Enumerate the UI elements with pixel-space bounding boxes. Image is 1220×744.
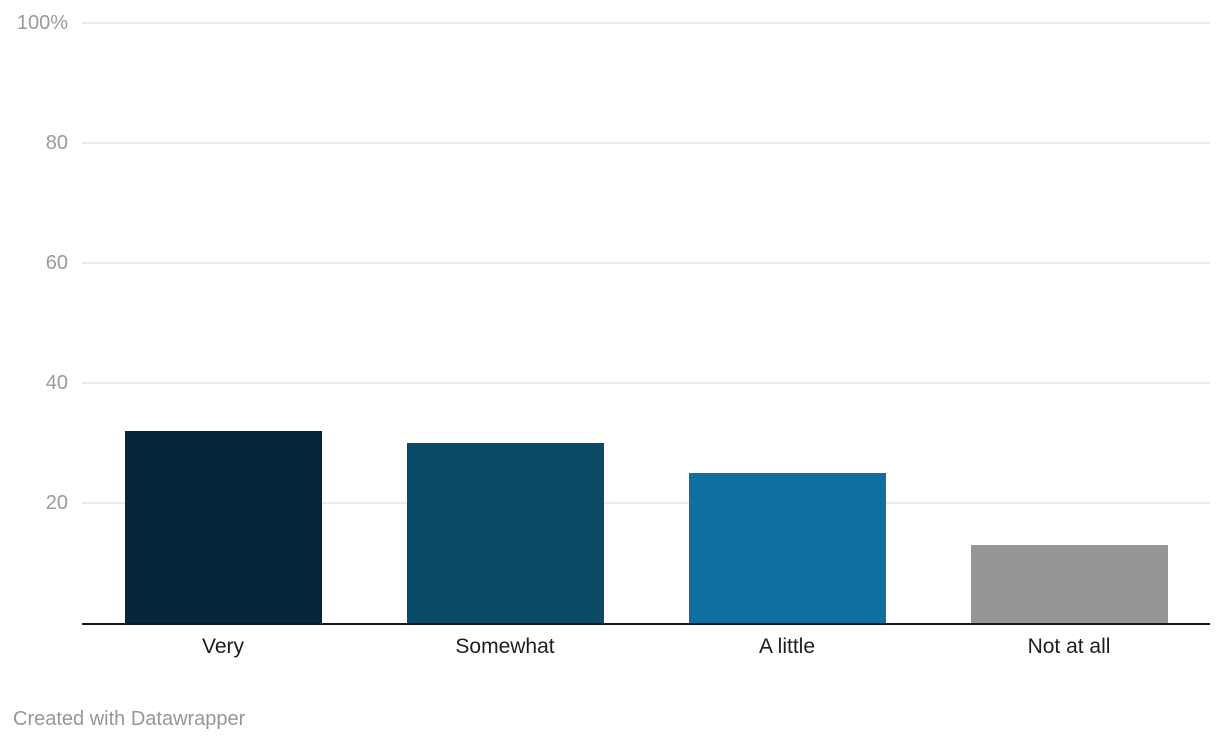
y-tick-label: 80	[45, 132, 68, 154]
gridline	[82, 382, 1210, 384]
bar-not-at-all	[970, 545, 1168, 623]
y-tick-label: 20	[45, 492, 68, 514]
x-tick-label: Somewhat	[455, 635, 555, 658]
bar-very	[124, 431, 322, 623]
plot-area	[82, 22, 1210, 625]
bar-somewhat	[406, 443, 604, 623]
y-tick-label: 40	[45, 372, 68, 394]
bar-a-little	[688, 473, 886, 623]
gridline	[82, 142, 1210, 144]
y-tick-label: 100%	[16, 12, 68, 34]
datawrapper-credit-link[interactable]: Created with Datawrapper	[13, 708, 246, 730]
gridline	[82, 22, 1210, 24]
x-tick-label: Very	[201, 635, 245, 658]
x-axis-line	[82, 622, 1210, 625]
x-tick-label: A little	[758, 635, 816, 658]
gridline	[82, 502, 1210, 504]
y-tick-label: 60	[45, 252, 68, 274]
gridline	[82, 262, 1210, 264]
x-tick-label: Not at all	[1027, 635, 1111, 658]
